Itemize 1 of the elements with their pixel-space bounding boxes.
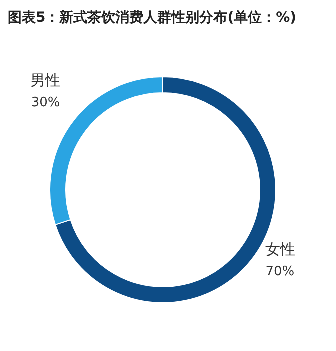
- title: 图表5：新式茶饮消费人群性别分布(单位：%): [8, 10, 297, 26]
